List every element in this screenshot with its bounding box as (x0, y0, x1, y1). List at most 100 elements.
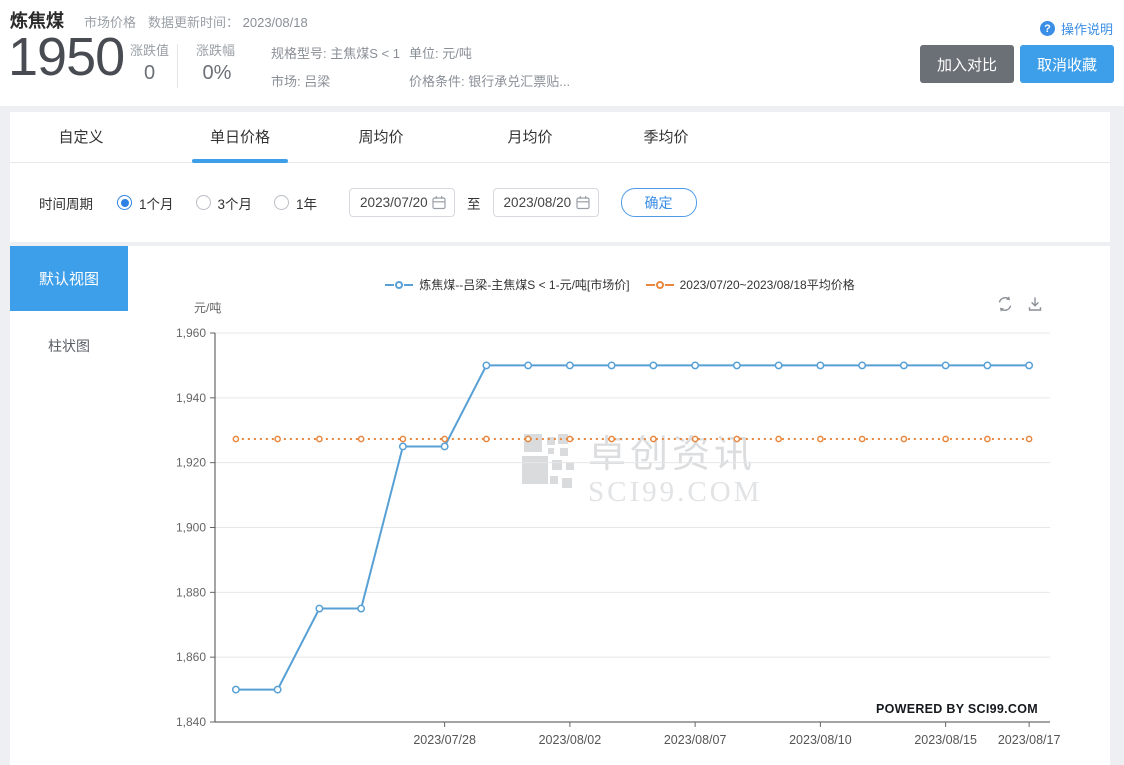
data-point-marker (483, 435, 490, 443)
change-value: 0 (143, 62, 156, 84)
powered-by-label: POWERED BY SCI99.COM (875, 702, 1038, 716)
update-time-value: 2023/08/18 (242, 15, 308, 30)
data-point-marker (817, 435, 824, 443)
data-point-marker (441, 435, 448, 443)
data-point-marker (691, 435, 699, 443)
radio-icon[interactable] (195, 195, 211, 210)
sci99-logo-icon (522, 434, 574, 488)
y-tick-label: 1,900 (176, 521, 206, 535)
watermark-cn-text: 卓创资讯 (588, 434, 757, 476)
price-tabs-card: 自定义 单日价格 周均价 月均价 季均价 时间周期 1个月 3个月 1年 202… (10, 112, 1110, 242)
header: 炼焦煤 市场价格 数据更新时间： 2023/08/18 1950 涨跌值 0 涨… (0, 0, 1124, 106)
tab-daily-price[interactable]: 单日价格 (191, 112, 288, 163)
data-point-marker (398, 442, 407, 451)
data-point-marker (357, 435, 365, 443)
x-tick-label: 2023/08/07 (664, 733, 727, 747)
market-price-line (235, 364, 1030, 691)
data-point-marker (858, 361, 867, 370)
legend-ring-icon (395, 280, 404, 289)
confirm-button[interactable]: 确定 (620, 188, 697, 217)
unit-info: 单位: 元/吨 (409, 46, 472, 61)
commodity-title: 炼焦煤 (10, 11, 64, 31)
question-icon[interactable]: ? (1040, 21, 1055, 36)
data-point-marker (607, 361, 616, 370)
refresh-icon[interactable] (996, 295, 1014, 313)
data-point-marker (941, 361, 950, 370)
data-point-marker (858, 435, 866, 443)
start-date-input[interactable]: 2023/07/20 (349, 188, 456, 217)
radio-1-year[interactable]: 1年 (274, 193, 317, 213)
download-icon[interactable] (1026, 295, 1044, 313)
help-label: 操作说明 (1061, 22, 1114, 37)
data-point-marker (899, 361, 908, 370)
data-point-marker (984, 435, 991, 443)
data-point-marker (274, 435, 281, 443)
end-date-input[interactable]: 2023/08/20 (492, 188, 599, 217)
data-point-marker (440, 442, 449, 451)
y-tick-label: 1,880 (176, 585, 206, 599)
current-price: 1950 (8, 27, 125, 87)
price-condition: 价格条件: 银行承兑汇票贴... (409, 74, 571, 89)
unit-column: 单位: 元/吨 价格条件: 银行承兑汇票贴... (409, 40, 570, 96)
x-tick-label: 2023/07/28 (413, 733, 476, 747)
radio-3-month[interactable]: 3个月 (195, 193, 252, 213)
price-line-chart[interactable]: 1,840 1,860 1,880 1,900 1,920 1,940 1,960 2023/… (130, 246, 1110, 765)
data-point-marker (482, 361, 491, 370)
data-point-marker (232, 435, 240, 443)
add-compare-button[interactable]: 加入对比 (920, 45, 1014, 83)
legend-item-average-price[interactable]: 2023/07/20~2023/08/18平均价格 (645, 276, 855, 293)
tab-weekly-average[interactable]: 周均价 (358, 129, 404, 146)
tab-monthly-average[interactable]: 月均价 (507, 129, 553, 146)
tab-quarterly-average[interactable]: 季均价 (643, 129, 689, 146)
y-tick-label: 1,840 (176, 715, 206, 729)
divider (177, 44, 178, 88)
y-tick-label: 1,860 (176, 650, 206, 664)
data-point-marker (565, 361, 574, 370)
data-point-marker (900, 435, 908, 443)
legend-ring-icon (655, 280, 664, 289)
radio-1-month[interactable]: 1个月 (117, 193, 174, 213)
data-point-marker (691, 361, 700, 370)
unfavorite-button[interactable]: 取消收藏 (1020, 45, 1114, 83)
data-point-marker (1025, 361, 1034, 370)
x-tick-label: 2023/08/02 (539, 733, 602, 747)
sidebar-item-default-view[interactable]: 默认视图 (10, 246, 128, 311)
x-tick-label: 2023/08/10 (789, 733, 852, 747)
data-point-marker (733, 435, 741, 443)
data-point-marker (315, 604, 324, 613)
data-point-marker (524, 361, 533, 370)
data-point-marker (942, 435, 949, 443)
data-point-marker (566, 435, 574, 443)
data-point-marker (649, 361, 658, 370)
data-point-marker (273, 685, 282, 694)
active-tab-underline (191, 159, 288, 163)
watermark: 卓创资讯 SCI99.COM (522, 434, 762, 509)
sidebar-item-bar-chart[interactable]: 柱状图 (48, 338, 90, 354)
data-point-marker (650, 435, 657, 443)
update-time: 数据更新时间： 2023/08/18 (148, 12, 308, 31)
data-point-marker (231, 685, 240, 694)
radio-icon[interactable] (274, 195, 290, 210)
radio-icon[interactable] (117, 195, 132, 210)
legend-item-market-price[interactable]: 炼焦煤--吕梁-主焦煤S < 1-元/吨[市场价] (385, 276, 630, 293)
calendar-icon (432, 196, 446, 210)
legend-line-icon (664, 283, 674, 286)
data-point-marker (524, 435, 532, 443)
data-point-marker (399, 435, 407, 443)
change-value-label: 涨跌值 (130, 43, 170, 58)
time-period-filter: 时间周期 1个月 3个月 1年 2023/07/20 (39, 163, 697, 242)
market-name: 市场: 吕梁 (271, 74, 331, 89)
chart-legend: 炼焦煤--吕梁-主焦煤S < 1-元/吨[市场价] 2023/07/20~202… (130, 276, 1110, 293)
data-point-marker (608, 435, 615, 443)
help-link[interactable]: ? 操作说明 (1040, 19, 1113, 38)
data-point-marker (732, 361, 741, 370)
data-point-marker (357, 604, 366, 613)
watermark-en-text: SCI99.COM (588, 476, 763, 508)
y-tick-label: 1,940 (176, 391, 206, 405)
data-point-marker (775, 435, 782, 443)
tab-custom[interactable]: 自定义 (58, 129, 104, 146)
legend-line-icon (404, 283, 414, 286)
update-time-label: 数据更新时间： (148, 15, 240, 30)
spec-column: 规格型号: 主焦煤S < 1 市场: 吕梁 (271, 40, 400, 96)
